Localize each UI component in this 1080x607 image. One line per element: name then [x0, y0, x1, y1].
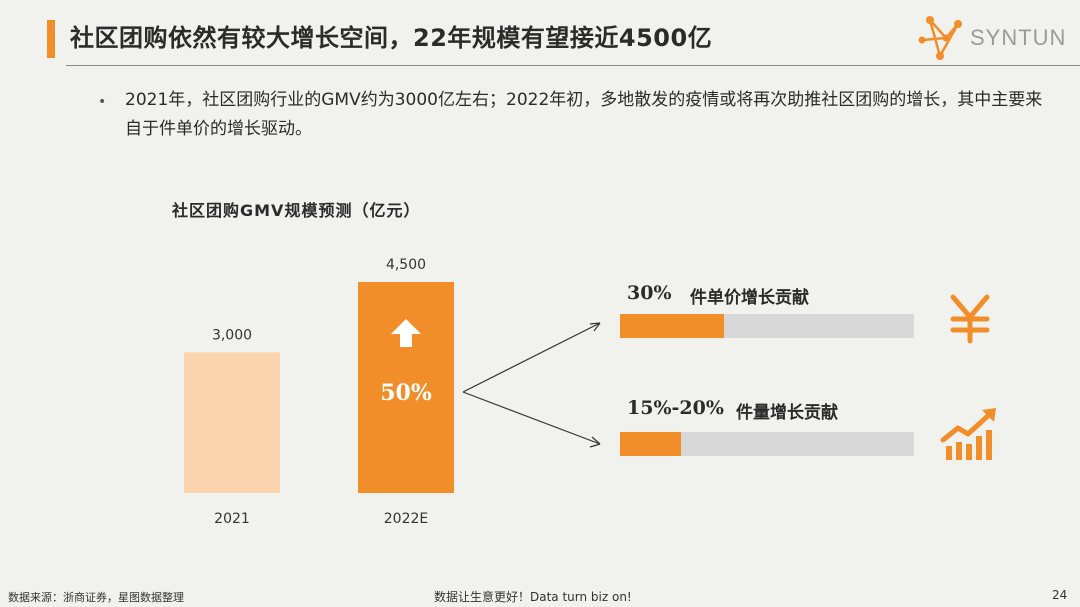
factor-label: 件量增长贡献 — [736, 403, 838, 423]
page-title: 社区团购依然有较大增长空间，22年规模有望接近4500亿 — [70, 24, 713, 52]
title-divider — [66, 65, 1080, 66]
footer-slogan: 数据让生意更好！Data turn biz on! — [434, 590, 632, 604]
connector-arrowhead-lower — [589, 436, 601, 448]
factor-bar-track — [620, 432, 914, 456]
factor-bar-fill — [620, 314, 724, 338]
growth-percentage: 50% — [380, 380, 432, 406]
growth-chart-icon — [940, 408, 996, 460]
yen-icon — [950, 294, 990, 344]
chart-title: 社区团购GMV规模预测（亿元） — [172, 201, 421, 220]
title-accent-bar — [47, 20, 55, 58]
gmv-bar-2022E — [358, 282, 454, 493]
arrow-up-icon — [391, 319, 421, 347]
factor-bar-track — [620, 314, 914, 338]
connector-arrowhead-upper — [589, 322, 601, 332]
x-tick-label: 2021 — [214, 511, 250, 527]
connector-arrow-lower — [462, 391, 601, 445]
gmv-value-label: 4,500 — [386, 257, 426, 273]
factor-label: 件单价增长贡献 — [690, 288, 809, 308]
footer-source: 数据来源：浙商证券，星图数据整理 — [8, 591, 184, 604]
gmv-value-label: 3,000 — [212, 327, 252, 343]
factor-percentage: 15%-20% — [627, 397, 724, 419]
bullet-text: 2021年，社区团购行业的GMV约为3000亿左右；2022年初，多地散发的疫情… — [125, 90, 1043, 139]
page-number: 24 — [1052, 588, 1068, 602]
gmv-bar-2021 — [184, 352, 280, 493]
factor-percentage: 30% — [627, 282, 672, 304]
x-tick-label: 2022E — [384, 511, 428, 527]
factor-bar-fill — [620, 432, 681, 456]
connector-arrow-upper — [462, 322, 601, 393]
logo-text: SYNTUN — [970, 25, 1067, 50]
bullet-marker: • — [98, 94, 107, 110]
syntun-logo-icon — [918, 16, 962, 60]
